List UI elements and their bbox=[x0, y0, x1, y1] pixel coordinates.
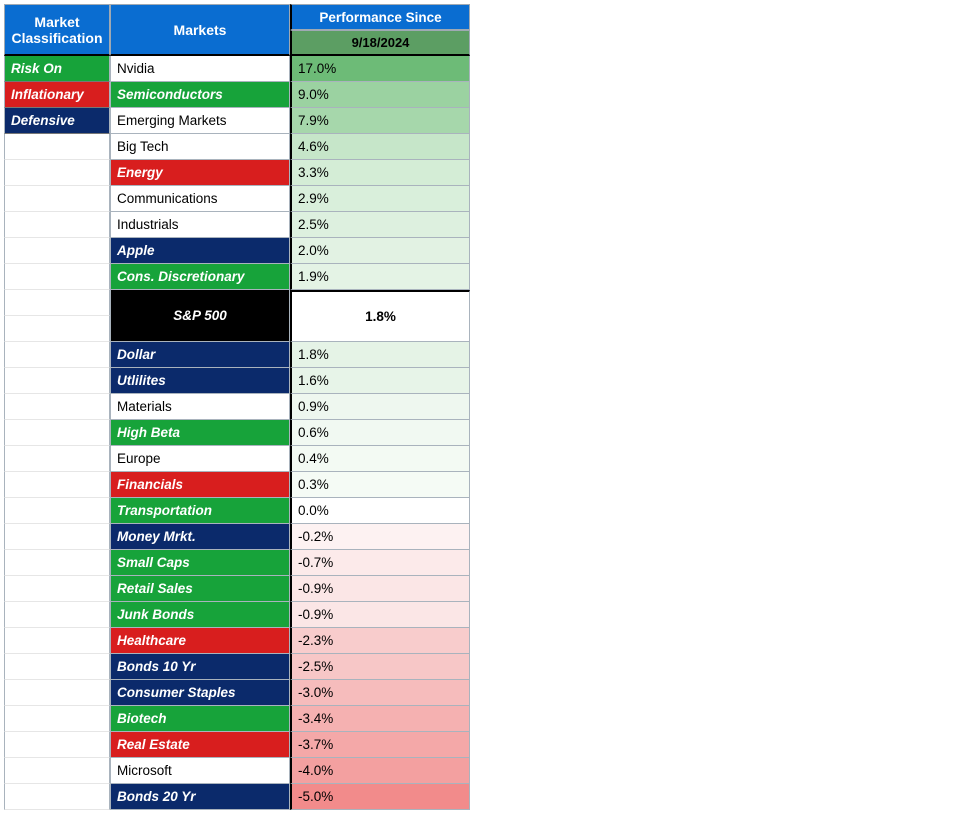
header-text: Markets bbox=[174, 22, 227, 38]
market-label-cell: Apple bbox=[110, 238, 290, 264]
performance-value-cell: 7.9% bbox=[290, 108, 470, 134]
market-label-cell: Nvidia bbox=[110, 56, 290, 82]
header-classification: Market Classification bbox=[4, 4, 110, 56]
empty-cell bbox=[4, 680, 110, 706]
legend-item: Inflationary bbox=[4, 82, 110, 108]
market-label-cell: Junk Bonds bbox=[110, 602, 290, 628]
empty-cell bbox=[4, 784, 110, 810]
empty-cell bbox=[4, 732, 110, 758]
header-text: Performance Since bbox=[319, 10, 441, 25]
market-label-cell: Consumer Staples bbox=[110, 680, 290, 706]
empty-cell bbox=[4, 160, 110, 186]
market-label-cell: Energy bbox=[110, 160, 290, 186]
performance-value-cell: -2.5% bbox=[290, 654, 470, 680]
column-performance: Performance Since 9/18/2024 17.0%9.0%7.9… bbox=[290, 4, 470, 810]
empty-cell bbox=[4, 550, 110, 576]
performance-value-cell: -0.9% bbox=[290, 602, 470, 628]
empty-cell bbox=[4, 446, 110, 472]
market-label-cell: Real Estate bbox=[110, 732, 290, 758]
empty-cell bbox=[4, 654, 110, 680]
header-performance: Performance Since bbox=[290, 4, 470, 30]
market-label-cell: Healthcare bbox=[110, 628, 290, 654]
performance-value-cell: 17.0% bbox=[290, 56, 470, 82]
market-label-cell: Industrials bbox=[110, 212, 290, 238]
performance-value-cell: -0.9% bbox=[290, 576, 470, 602]
market-label-cell: Retail Sales bbox=[110, 576, 290, 602]
benchmark-value-cell: 1.8% bbox=[290, 290, 470, 342]
performance-value-cell: 3.3% bbox=[290, 160, 470, 186]
performance-value-cell: 1.8% bbox=[290, 342, 470, 368]
market-label-cell: Utlilites bbox=[110, 368, 290, 394]
market-label-cell: Semiconductors bbox=[110, 82, 290, 108]
market-label-cell: Bonds 10 Yr bbox=[110, 654, 290, 680]
empty-cell bbox=[4, 524, 110, 550]
performance-value-cell: -2.3% bbox=[290, 628, 470, 654]
empty-cell bbox=[4, 212, 110, 238]
header-date: 9/18/2024 bbox=[290, 30, 470, 56]
empty-cell bbox=[4, 290, 110, 316]
performance-value-cell: 4.6% bbox=[290, 134, 470, 160]
market-label-cell: Communications bbox=[110, 186, 290, 212]
performance-value-cell: 0.4% bbox=[290, 446, 470, 472]
header-markets: Markets bbox=[110, 4, 290, 56]
empty-cell bbox=[4, 342, 110, 368]
performance-value-cell: 0.9% bbox=[290, 394, 470, 420]
performance-value-cell: -4.0% bbox=[290, 758, 470, 784]
market-performance-table: Market Classification Risk OnInflationar… bbox=[4, 4, 955, 810]
performance-value-cell: -5.0% bbox=[290, 784, 470, 810]
column-markets: Markets NvidiaSemiconductorsEmerging Mar… bbox=[110, 4, 290, 810]
empty-cell bbox=[4, 472, 110, 498]
market-label-cell: Bonds 20 Yr bbox=[110, 784, 290, 810]
empty-cell bbox=[4, 576, 110, 602]
market-label-cell: Financials bbox=[110, 472, 290, 498]
performance-value-cell: 0.0% bbox=[290, 498, 470, 524]
performance-value-cell: -3.0% bbox=[290, 680, 470, 706]
empty-cell bbox=[4, 238, 110, 264]
market-label-cell: Emerging Markets bbox=[110, 108, 290, 134]
performance-value-cell: 2.0% bbox=[290, 238, 470, 264]
performance-value-cell: 9.0% bbox=[290, 82, 470, 108]
empty-cell bbox=[4, 628, 110, 654]
market-label-cell: Big Tech bbox=[110, 134, 290, 160]
benchmark-value: 1.8% bbox=[365, 309, 396, 324]
empty-cell bbox=[4, 498, 110, 524]
benchmark-label: S&P 500 bbox=[173, 308, 227, 323]
market-label-cell: Materials bbox=[110, 394, 290, 420]
market-label-cell: High Beta bbox=[110, 420, 290, 446]
legend-item: Risk On bbox=[4, 56, 110, 82]
market-label-cell: Small Caps bbox=[110, 550, 290, 576]
market-label-cell: Biotech bbox=[110, 706, 290, 732]
market-label-cell: Microsoft bbox=[110, 758, 290, 784]
market-label-cell: Cons. Discretionary bbox=[110, 264, 290, 290]
empty-cell bbox=[4, 368, 110, 394]
legend-item: Defensive bbox=[4, 108, 110, 134]
performance-value-cell: -3.4% bbox=[290, 706, 470, 732]
empty-cell bbox=[4, 134, 110, 160]
header-text: 9/18/2024 bbox=[352, 35, 410, 50]
market-label-cell: Europe bbox=[110, 446, 290, 472]
empty-cell bbox=[4, 394, 110, 420]
empty-cell bbox=[4, 186, 110, 212]
empty-cell bbox=[4, 758, 110, 784]
market-label-cell: Transportation bbox=[110, 498, 290, 524]
empty-cell bbox=[4, 602, 110, 628]
empty-cell bbox=[4, 316, 110, 342]
column-classification: Market Classification Risk OnInflationar… bbox=[4, 4, 110, 810]
empty-cell bbox=[4, 706, 110, 732]
benchmark-label-cell: S&P 500 bbox=[110, 290, 290, 342]
market-label-cell: Money Mrkt. bbox=[110, 524, 290, 550]
market-label-cell: Dollar bbox=[110, 342, 290, 368]
performance-value-cell: 0.3% bbox=[290, 472, 470, 498]
performance-value-cell: -0.2% bbox=[290, 524, 470, 550]
performance-value-cell: 2.5% bbox=[290, 212, 470, 238]
header-text: Market Classification bbox=[11, 14, 103, 46]
performance-value-cell: 0.6% bbox=[290, 420, 470, 446]
performance-value-cell: -0.7% bbox=[290, 550, 470, 576]
performance-value-cell: 2.9% bbox=[290, 186, 470, 212]
performance-value-cell: -3.7% bbox=[290, 732, 470, 758]
empty-cell bbox=[4, 420, 110, 446]
empty-cell bbox=[4, 264, 110, 290]
performance-value-cell: 1.9% bbox=[290, 264, 470, 290]
performance-value-cell: 1.6% bbox=[290, 368, 470, 394]
